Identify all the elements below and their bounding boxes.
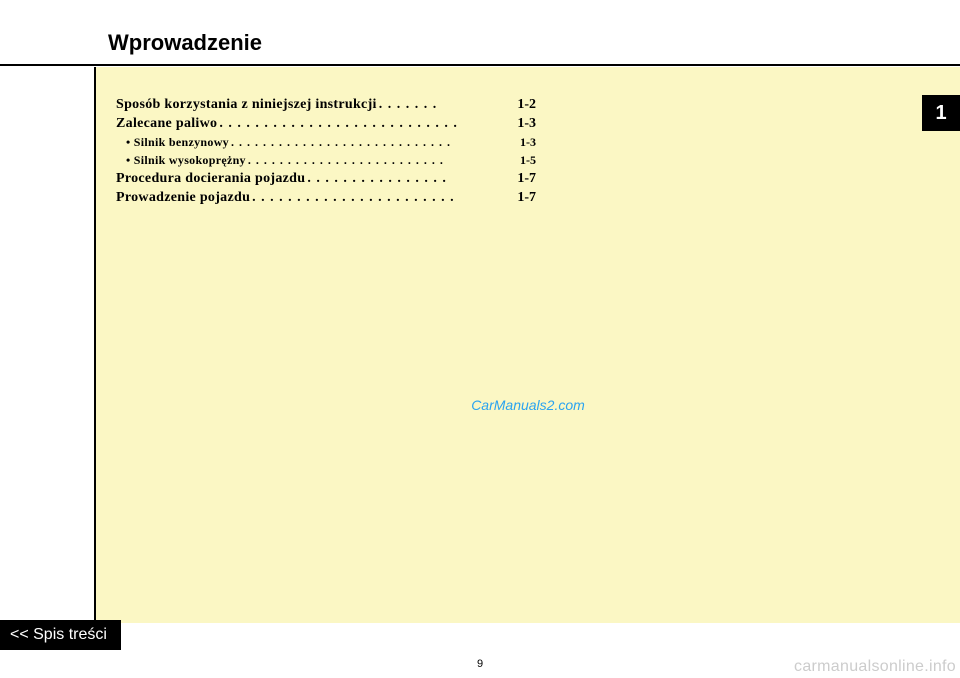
back-button-label: << Spis treści	[10, 626, 107, 643]
header-section: Wprowadzenie	[0, 0, 960, 64]
toc-label: • Silnik benzynowy	[126, 135, 229, 150]
toc-label: Zalecane paliwo	[116, 116, 217, 132]
page-container: Wprowadzenie Sposób korzystania z niniej…	[0, 0, 960, 678]
page-number: 9	[477, 658, 483, 670]
toc-item[interactable]: Zalecane paliwo . . . . . . . . . . . . …	[116, 116, 536, 132]
toc-page: 1-5	[520, 153, 536, 168]
toc-page: 1-7	[517, 171, 536, 187]
toc-list: Sposób korzystania z niniejszej instrukc…	[116, 97, 536, 206]
toc-dots: . . . . . . .	[377, 97, 518, 113]
toc-item[interactable]: Prowadzenie pojazdu . . . . . . . . . . …	[116, 190, 536, 206]
toc-label: Procedura docierania pojazdu	[116, 171, 305, 187]
toc-dots: . . . . . . . . . . . . . . . . . . . . …	[229, 135, 520, 150]
toc-item[interactable]: • Silnik benzynowy . . . . . . . . . . .…	[116, 135, 536, 150]
toc-dots: . . . . . . . . . . . . . . . .	[305, 171, 517, 187]
chapter-tab[interactable]: 1	[922, 95, 960, 131]
toc-item[interactable]: Procedura docierania pojazdu . . . . . .…	[116, 171, 536, 187]
content-area: Sposób korzystania z niniejszej instrukc…	[96, 67, 960, 623]
toc-page: 1-3	[520, 135, 536, 150]
horizontal-rule	[0, 64, 960, 66]
toc-label: • Silnik wysokoprężny	[126, 153, 246, 168]
toc-page: 1-7	[517, 190, 536, 206]
toc-label: Sposób korzystania z niniejszej instrukc…	[116, 97, 377, 113]
toc-dots: . . . . . . . . . . . . . . . . . . . . …	[250, 190, 517, 206]
watermark-bottom: carmanualsonline.info	[794, 658, 956, 676]
chapter-title: Wprowadzenie	[108, 30, 960, 56]
watermark-center: CarManuals2.com	[471, 397, 585, 413]
toc-page: 1-3	[517, 116, 536, 132]
toc-item[interactable]: Sposób korzystania z niniejszej instrukc…	[116, 97, 536, 113]
toc-page: 1-2	[517, 97, 536, 113]
toc-dots: . . . . . . . . . . . . . . . . . . . . …	[246, 153, 520, 168]
chapter-tab-number: 1	[935, 102, 946, 125]
toc-item[interactable]: • Silnik wysokoprężny . . . . . . . . . …	[116, 153, 536, 168]
toc-dots: . . . . . . . . . . . . . . . . . . . . …	[217, 116, 517, 132]
back-to-toc-button[interactable]: << Spis treści	[0, 620, 121, 650]
toc-label: Prowadzenie pojazdu	[116, 190, 250, 206]
